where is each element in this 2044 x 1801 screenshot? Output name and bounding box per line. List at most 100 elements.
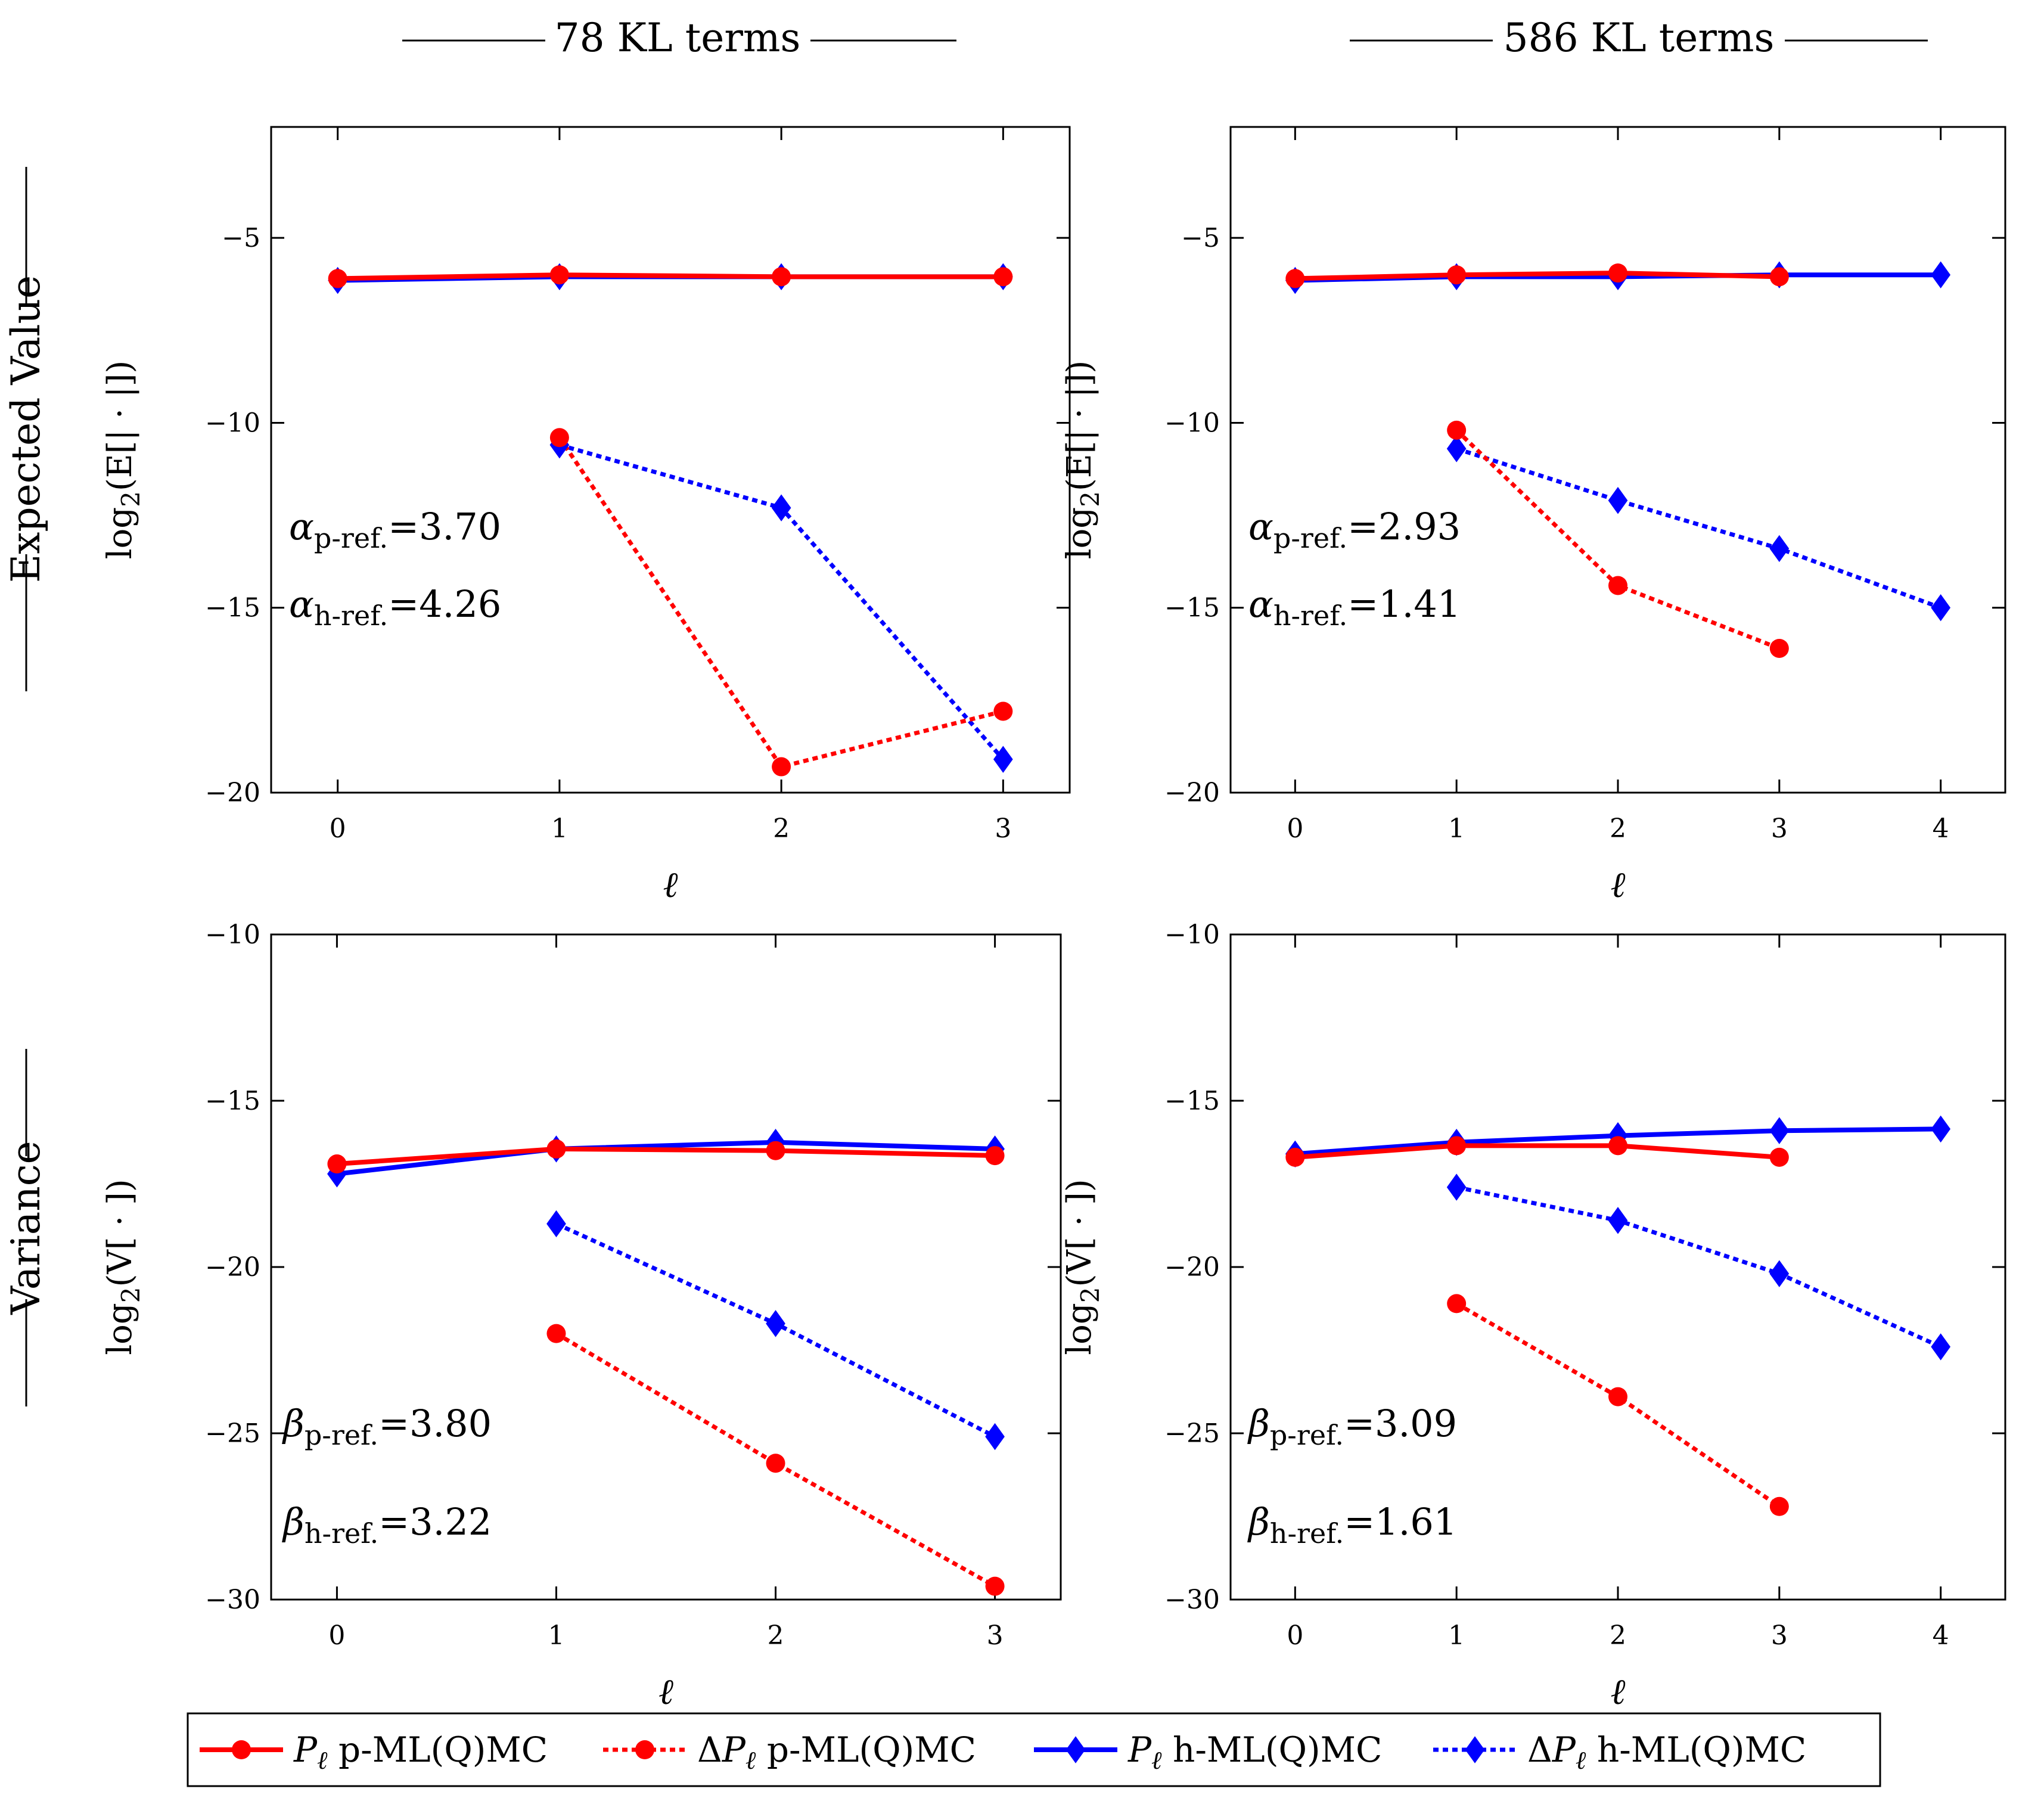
data-point <box>1769 1496 1789 1516</box>
column-title-right: 586 KL terms <box>1350 15 1928 61</box>
x-axis-label: ℓ <box>663 864 678 906</box>
x-tick-label: 0 <box>1287 813 1303 844</box>
data-point <box>1608 1387 1627 1406</box>
series-line <box>1295 271 1779 281</box>
data-point <box>1608 487 1628 514</box>
y-tick-label: −15 <box>1164 1086 1220 1116</box>
rate-h-panel0: αh-ref.=4.26 <box>289 582 501 632</box>
column-title-78: 78 KL terms <box>555 15 801 61</box>
data-point <box>985 1146 1005 1166</box>
data-point <box>985 1576 1005 1596</box>
y-tick-label: −10 <box>205 920 260 950</box>
data-point <box>772 757 791 777</box>
series-line <box>336 1139 995 1176</box>
y-tick-label: −15 <box>205 593 260 623</box>
y-tick-label: −10 <box>205 408 260 438</box>
series-line <box>557 436 1004 769</box>
data-point <box>1769 267 1789 287</box>
x-tick-label: 2 <box>773 813 790 844</box>
x-tick-label: 0 <box>328 1620 345 1651</box>
rate-p-panel3: βp-ref.=3.09 <box>1247 1402 1457 1451</box>
y-tick-label: −15 <box>1164 593 1220 623</box>
x-tick-label: 1 <box>1448 813 1465 844</box>
data-point <box>549 428 569 448</box>
legend: Pℓ p-ML(Q)MC ΔPℓ p-ML(Q)MC Pℓ h-ML(Q)MC ΔPℓ… <box>187 1712 1881 1787</box>
x-tick-label: 1 <box>1448 1620 1465 1651</box>
x-tick-label: 2 <box>768 1620 784 1651</box>
x-tick-label: 3 <box>1771 813 1788 844</box>
panel-variance-78: 0 1 2 3 −30 −25 −20 −15 −10 ℓ log2(V[ · ]) <box>101 920 1062 1713</box>
x-tick-label: 3 <box>995 813 1011 844</box>
series-line <box>337 272 1004 281</box>
data-point <box>546 1324 566 1343</box>
y-tick-label: −10 <box>1164 408 1220 438</box>
legend-marker <box>635 1740 654 1759</box>
y-tick-label: −15 <box>205 1086 260 1116</box>
x-tick-label: 4 <box>1933 813 1949 844</box>
series-line <box>558 443 1005 761</box>
legend-entry: Pℓ p-ML(Q)MC <box>200 1729 548 1775</box>
data-point <box>549 265 569 285</box>
panel-expected-586: 0 1 2 3 4 −20 −15 −10 −5 ℓ log2(E[| · |]) <box>1060 126 2006 906</box>
y-tick-label: −20 <box>205 778 260 808</box>
x-axis-label: ℓ <box>658 1671 673 1713</box>
rate-p-panel1: αp-ref.=2.93 <box>1248 505 1461 554</box>
legend-marker <box>1465 1736 1485 1763</box>
series-line <box>1295 1143 1780 1160</box>
rate-annotations: αp-ref.=3.70 αh-ref.=4.26 αp-ref.=2.93 α… <box>282 505 1461 1550</box>
data-point <box>766 1141 785 1160</box>
data-point <box>1446 435 1467 462</box>
data-point <box>993 267 1013 287</box>
data-point <box>327 1154 347 1174</box>
data-point <box>1608 576 1627 595</box>
legend-entry: Pℓ h-ML(Q)MC <box>1034 1729 1382 1775</box>
data-point <box>1447 1294 1467 1314</box>
y-tick-label: −5 <box>1181 223 1220 253</box>
plot-frame <box>270 126 1071 794</box>
x-tick-label: 0 <box>1287 1620 1303 1651</box>
x-tick-label: 4 <box>1933 1620 1949 1651</box>
data-point <box>766 1454 785 1473</box>
x-tick-label: 0 <box>330 813 346 844</box>
row-title-expected: Expected Value <box>3 167 49 691</box>
y-axis-label: log2(V[ · ]) <box>101 1179 145 1355</box>
data-point <box>993 746 1013 773</box>
legend-label: ΔPℓ h-ML(Q)MC <box>1527 1729 1806 1775</box>
column-title-left: 78 KL terms <box>402 15 956 61</box>
legend-entry: ΔPℓ h-ML(Q)MC <box>1433 1729 1806 1775</box>
data-point <box>1608 1136 1627 1156</box>
data-point <box>1285 1147 1305 1167</box>
data-point <box>1769 1260 1790 1287</box>
legend-marker <box>232 1740 251 1759</box>
data-point <box>1608 263 1627 283</box>
legend-marker <box>1066 1736 1086 1763</box>
panel-expected-78: 0 1 2 3 −20 −15 −10 −5 ℓ log2(E[| · |]) <box>101 126 1071 906</box>
data-point <box>1285 269 1305 288</box>
y-axis-label: log2(E[| · |]) <box>1060 361 1105 560</box>
data-point <box>328 269 347 288</box>
rate-h-panel1: αh-ref.=1.41 <box>1248 582 1461 632</box>
x-tick-label: 2 <box>1610 1620 1626 1651</box>
data-point <box>546 1139 566 1159</box>
data-point <box>1446 1173 1467 1201</box>
rate-p-panel2: βp-ref.=3.80 <box>282 1402 492 1451</box>
legend-entry: ΔPℓ p-ML(Q)MC <box>603 1729 976 1775</box>
data-point <box>771 494 791 521</box>
rate-p-panel0: αp-ref.=3.70 <box>289 505 501 554</box>
panel-variance-586: 0 1 2 3 4 −30 −25 −20 −15 −10 ℓ log2(V[ · ]) <box>1060 920 2006 1713</box>
series-line <box>1456 446 1942 610</box>
rate-h-panel2: βh-ref.=3.22 <box>282 1500 492 1550</box>
rate-h-panel3: βh-ref.=1.61 <box>1247 1500 1457 1550</box>
data-point <box>1931 1333 1951 1361</box>
data-point <box>546 1210 566 1238</box>
y-tick-label: −30 <box>205 1585 260 1615</box>
row-title-expected-text: Expected Value <box>3 275 49 583</box>
x-tick-label: 3 <box>1771 1620 1788 1651</box>
y-tick-label: −20 <box>1164 1252 1220 1283</box>
row-title-variance: Variance <box>3 1049 49 1406</box>
x-tick-label: 3 <box>987 1620 1004 1651</box>
series-line <box>1456 1185 1942 1349</box>
data-point <box>1769 638 1789 658</box>
y-tick-label: −25 <box>1164 1418 1220 1449</box>
data-point <box>1608 1207 1628 1234</box>
